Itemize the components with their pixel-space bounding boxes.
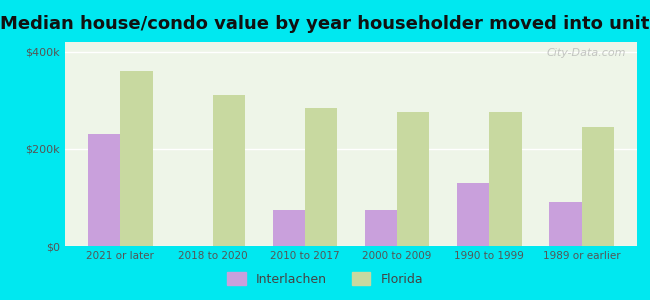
Bar	[213, 95, 245, 246]
Text: Median house/condo value by year householder moved into unit: Median house/condo value by year househo…	[0, 15, 650, 33]
Bar	[397, 112, 430, 246]
Bar	[582, 127, 614, 246]
Bar	[549, 202, 582, 246]
Bar	[120, 71, 153, 246]
Bar	[457, 183, 489, 246]
Bar	[489, 112, 522, 246]
Bar	[272, 210, 305, 246]
Bar	[305, 108, 337, 246]
Bar	[365, 210, 397, 246]
Bar	[88, 134, 120, 246]
Text: City-Data.com: City-Data.com	[546, 48, 625, 58]
Legend: Interlachen, Florida: Interlachen, Florida	[222, 267, 428, 291]
